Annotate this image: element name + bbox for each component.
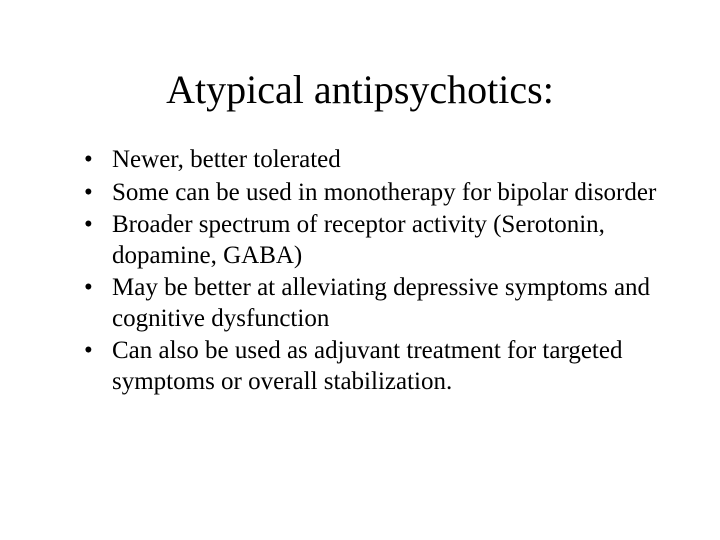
slide: Atypical antipsychotics: Newer, better t… xyxy=(0,0,720,540)
bullet-list: Newer, better tolerated Some can be used… xyxy=(84,145,670,397)
list-item: Newer, better tolerated xyxy=(84,145,670,176)
list-item: Broader spectrum of receptor activity (S… xyxy=(84,210,670,271)
list-item: Can also be used as adjuvant treatment f… xyxy=(84,336,670,397)
slide-title: Atypical antipsychotics: xyxy=(50,66,670,113)
list-item: Some can be used in monotherapy for bipo… xyxy=(84,178,670,209)
list-item: May be better at alleviating depressive … xyxy=(84,273,670,334)
